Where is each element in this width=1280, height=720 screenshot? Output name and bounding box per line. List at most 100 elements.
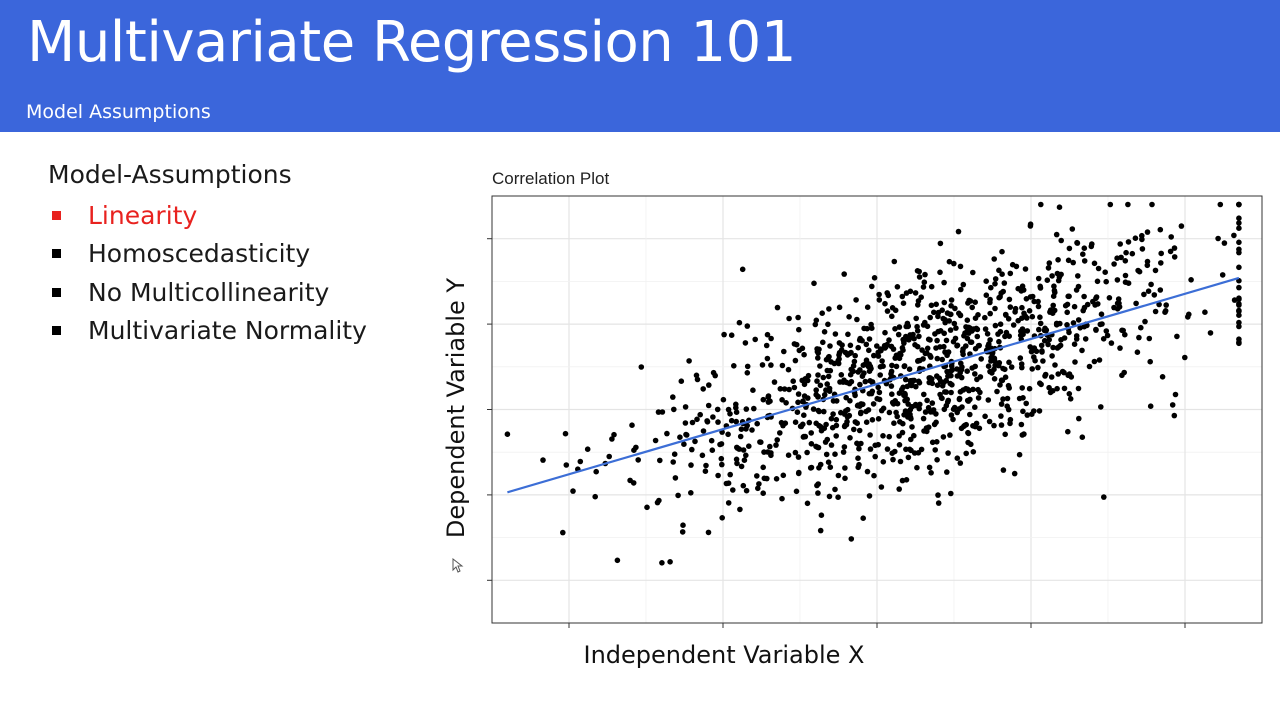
scatter-point [1169, 402, 1176, 408]
scatter-point [657, 457, 663, 464]
scatter-point [947, 311, 954, 318]
scatter-point [1215, 235, 1221, 242]
scatter-point [985, 363, 992, 369]
scatter-point [692, 438, 698, 445]
scatter-point [842, 465, 848, 471]
scatter-point [960, 387, 966, 393]
scatter-point [670, 394, 676, 400]
scatter-point [606, 453, 612, 460]
scatter-point [793, 488, 800, 495]
scatter-point [869, 325, 875, 331]
scatter-point [1039, 349, 1045, 355]
scatter-point [560, 529, 566, 536]
scatter-point [832, 331, 839, 337]
scatter-point [951, 260, 957, 267]
scatter-point [1002, 431, 1008, 438]
scatter-point [920, 284, 927, 290]
scatter-point [1074, 239, 1080, 246]
scatter-point [1157, 287, 1164, 293]
scatter-point [1076, 415, 1082, 422]
scatter-point [1125, 201, 1131, 208]
scatter-point [961, 333, 967, 339]
scatter-point [1002, 374, 1009, 380]
scatter-point [718, 455, 725, 462]
scatter-point [1102, 269, 1108, 275]
scatter-point [920, 415, 927, 422]
scatter-point [504, 431, 511, 438]
scatter-point [912, 342, 918, 348]
scatter-point [854, 316, 860, 323]
scatter-point [914, 464, 920, 471]
scatter-point [609, 436, 615, 442]
scatter-point [816, 422, 822, 429]
scatter-point [795, 454, 802, 460]
scatter-point [1048, 374, 1055, 380]
scatter-point [765, 394, 771, 400]
scatter-point [779, 362, 786, 369]
scatter-point [998, 377, 1005, 383]
scatter-point [1156, 301, 1162, 308]
scatter-point [814, 346, 820, 352]
scatter-point [1055, 257, 1061, 263]
scatter-point [715, 419, 721, 425]
scatter-point [1002, 366, 1008, 373]
scatter-point [1115, 296, 1122, 302]
scatter-point [899, 477, 906, 484]
scatter-point [950, 338, 957, 345]
scatter-point [859, 373, 866, 379]
scatter-point [1107, 201, 1114, 208]
scatter-point [821, 392, 828, 398]
scatter-point [774, 437, 780, 443]
scatter-point [880, 363, 886, 369]
scatter-point [1172, 391, 1179, 398]
scatter-point [672, 475, 679, 481]
scatter-point [689, 419, 696, 426]
scatter-point [796, 326, 802, 333]
scatter-point [737, 433, 744, 440]
scatter-point [896, 486, 902, 492]
scatter-point [710, 414, 716, 420]
scatter-point [836, 356, 842, 362]
scatter-point [1122, 331, 1128, 338]
scatter-point [671, 451, 678, 458]
scatter-point [823, 451, 830, 458]
scatter-point [638, 364, 645, 370]
scatter-point [879, 358, 885, 364]
scatter-point [841, 271, 847, 277]
scatter-point [867, 446, 874, 452]
scatter-point [1116, 300, 1122, 307]
scatter-point [871, 472, 877, 479]
scatter-point [767, 443, 773, 450]
scatter-point [900, 300, 907, 306]
scatter-point [728, 332, 735, 338]
scatter-point [785, 452, 792, 459]
scatter-point [929, 400, 936, 406]
scatter-point [828, 415, 835, 422]
scatter-point [916, 405, 922, 412]
scatter-point [1044, 277, 1051, 283]
scatter-point [846, 380, 853, 387]
square-bullet-icon [52, 249, 61, 259]
scatter-point [1103, 278, 1109, 285]
scatter-point [733, 418, 739, 425]
scatter-point [796, 347, 803, 354]
scatter-point [1098, 404, 1104, 410]
scatter-point [1007, 420, 1013, 427]
scatter-point [736, 446, 742, 452]
scatter-point [855, 344, 861, 351]
scatter-point [896, 355, 903, 362]
scatter-point [902, 392, 908, 399]
scatter-point [909, 377, 916, 384]
scatter-point [914, 323, 920, 330]
scatter-point [1091, 358, 1098, 365]
scatter-point [941, 279, 947, 286]
scatter-point [1086, 363, 1093, 370]
scatter-point [1058, 237, 1064, 244]
scatter-point [795, 314, 801, 321]
scatter-point [986, 418, 993, 425]
scatter-point [852, 419, 859, 425]
scatter-point [921, 391, 927, 398]
scatter-point [983, 292, 990, 298]
scatter-point [783, 400, 789, 406]
scatter-point [821, 329, 828, 335]
